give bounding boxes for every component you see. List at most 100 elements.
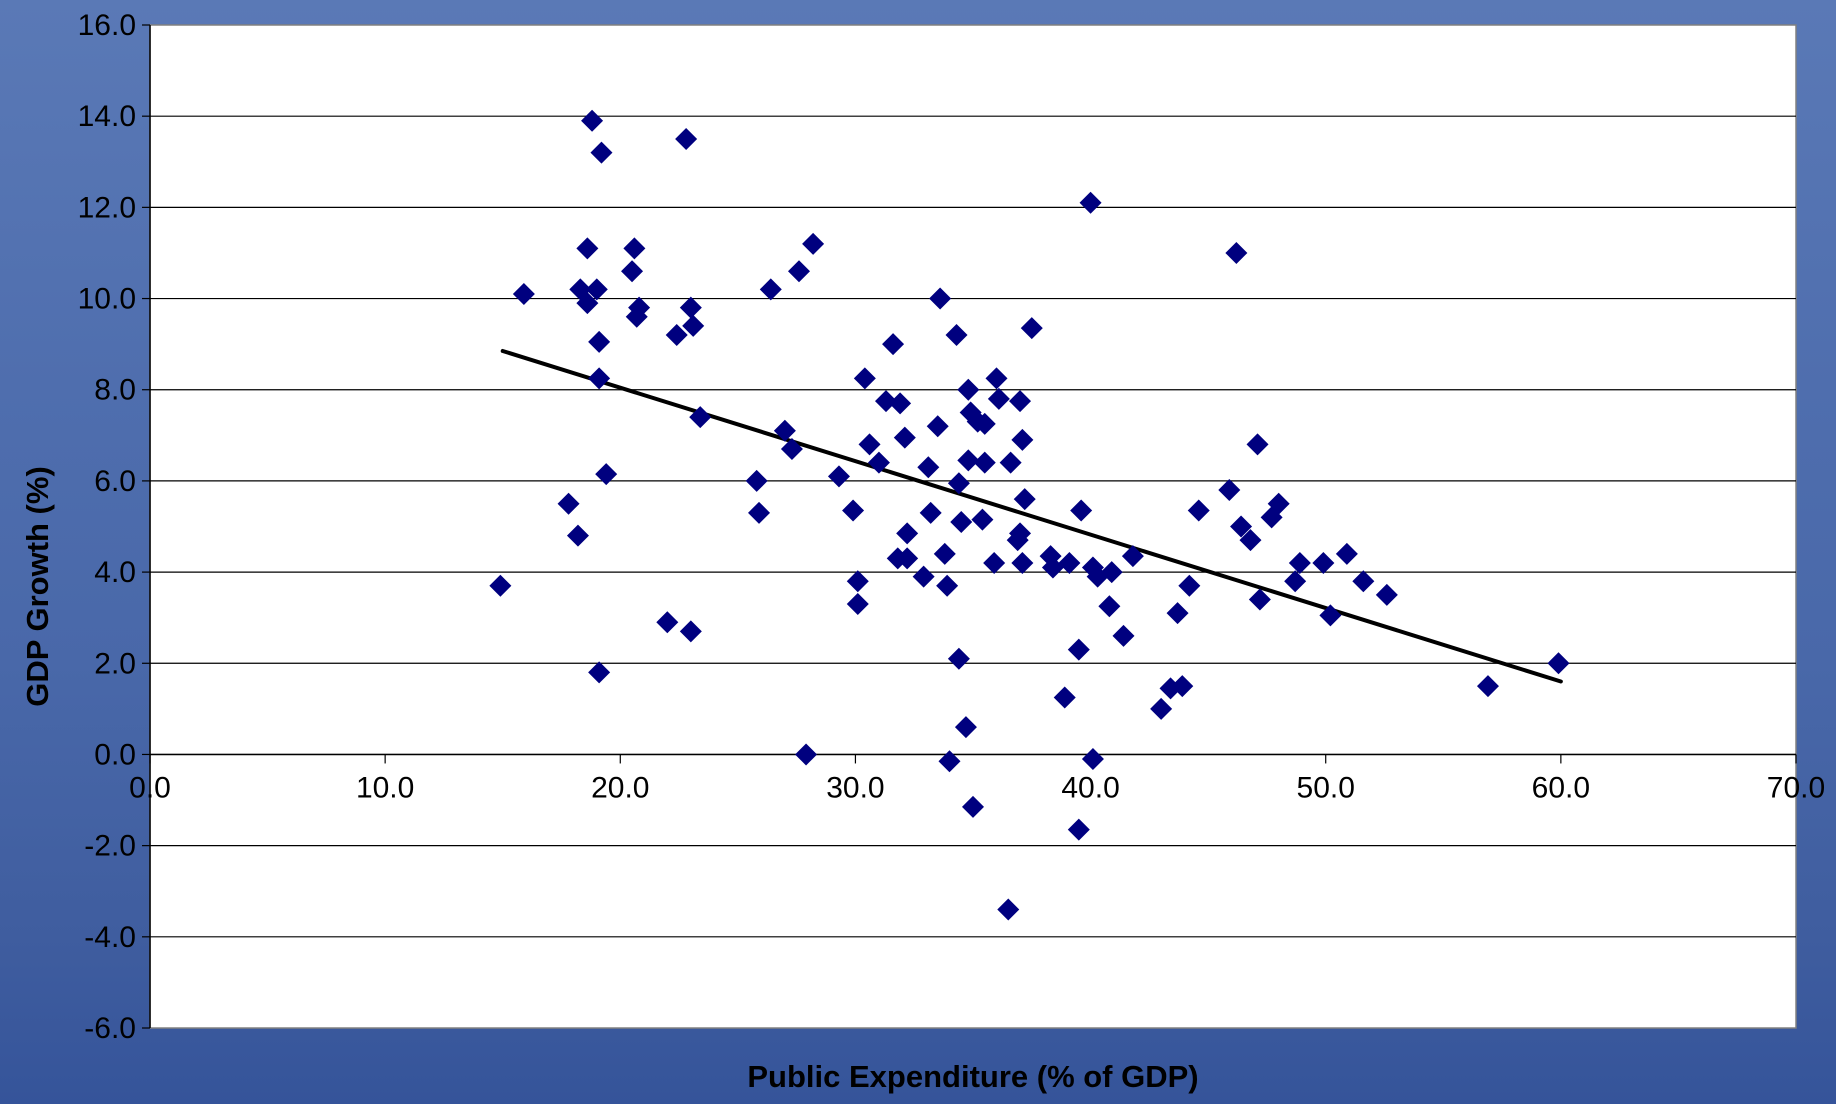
data-point	[1070, 499, 1093, 522]
data-point	[590, 141, 613, 164]
y-tick-label: 8.0	[94, 374, 136, 407]
data-point	[675, 127, 698, 150]
data-point	[1312, 551, 1335, 574]
data-point	[1375, 583, 1398, 606]
gridlines	[150, 115, 1796, 938]
data-point	[957, 378, 980, 401]
data-point	[748, 501, 771, 524]
data-point	[1011, 551, 1034, 574]
data-point	[628, 296, 651, 319]
data-point	[682, 314, 705, 337]
data-point	[997, 898, 1020, 921]
data-point	[679, 296, 702, 319]
data-point	[950, 510, 973, 533]
data-point	[489, 574, 512, 597]
plot-area	[149, 24, 1797, 1029]
data-point	[1150, 697, 1173, 720]
data-point	[1239, 529, 1262, 552]
data-point	[1112, 624, 1135, 647]
data-point	[919, 501, 942, 524]
x-tick-label: 10.0	[356, 771, 414, 804]
data-point	[1166, 602, 1189, 625]
data-point	[1121, 545, 1144, 568]
data-point	[1230, 515, 1253, 538]
data-point	[1319, 604, 1342, 627]
data-point	[1335, 542, 1358, 565]
data-point	[999, 451, 1022, 474]
y-tick-label: -6.0	[84, 1012, 136, 1045]
data-point	[853, 367, 876, 390]
data-point	[588, 330, 611, 353]
data-point	[795, 743, 818, 766]
data-point	[1011, 428, 1034, 451]
data-point	[929, 287, 952, 310]
data-point	[1098, 595, 1121, 618]
data-point	[665, 324, 688, 347]
data-point	[987, 387, 1010, 410]
data-point	[557, 492, 580, 515]
data-point	[759, 278, 782, 301]
data-point	[971, 508, 994, 531]
x-tick-label: 20.0	[591, 771, 649, 804]
data-point	[896, 547, 919, 570]
y-tick-label: 2.0	[94, 647, 136, 680]
data-points	[489, 109, 1570, 921]
data-point	[947, 472, 970, 495]
data-point	[1288, 551, 1311, 574]
data-point	[954, 716, 977, 739]
data-point	[1079, 191, 1102, 214]
data-point	[846, 570, 869, 593]
data-point	[656, 611, 679, 634]
data-point	[745, 469, 768, 492]
x-tick-label: 70.0	[1767, 771, 1825, 804]
data-point	[1067, 638, 1090, 661]
data-point	[889, 392, 912, 415]
data-point	[957, 449, 980, 472]
axes	[142, 24, 1797, 1029]
data-point	[947, 647, 970, 670]
y-tick-label: 12.0	[78, 191, 136, 224]
data-point	[926, 415, 949, 438]
data-point	[1009, 390, 1032, 413]
data-point	[933, 542, 956, 565]
data-point	[846, 593, 869, 616]
y-tick-label: 6.0	[94, 465, 136, 498]
data-point	[938, 750, 961, 773]
data-point	[1013, 488, 1036, 511]
data-point	[1267, 492, 1290, 515]
y-tick-label: 16.0	[78, 9, 136, 42]
x-axis-title: Public Expenditure (% of GDP)	[747, 1059, 1198, 1094]
data-point	[882, 333, 905, 356]
data-point	[1171, 675, 1194, 698]
data-point	[588, 661, 611, 684]
data-point	[1284, 570, 1307, 593]
y-tick-label: -2.0	[84, 830, 136, 863]
data-point	[576, 292, 599, 315]
data-point	[621, 260, 644, 283]
data-point	[1081, 748, 1104, 771]
data-point	[1260, 506, 1283, 529]
data-point	[912, 565, 935, 588]
data-point	[623, 237, 646, 260]
trendline	[500, 348, 1563, 684]
y-tick-label: 14.0	[78, 100, 136, 133]
data-point	[595, 463, 618, 486]
x-tick-label: 50.0	[1297, 771, 1355, 804]
data-point	[1246, 433, 1269, 456]
data-point	[973, 412, 996, 435]
y-tick-label: 0.0	[94, 738, 136, 771]
data-point	[983, 551, 1006, 574]
data-point	[679, 620, 702, 643]
data-point	[945, 324, 968, 347]
x-tick-label: 60.0	[1532, 771, 1590, 804]
tick-labels: 16.0 14.0 12.0 10.0 8.0 6.0 4.0 2.0 0.0 -2.0 -4.0 -…	[78, 9, 1826, 1045]
data-point	[773, 419, 796, 442]
data-point	[1067, 818, 1090, 841]
data-point	[1352, 570, 1375, 593]
data-point	[962, 795, 984, 818]
data-point	[1100, 561, 1123, 584]
data-point	[585, 278, 608, 301]
data-point	[1218, 479, 1241, 502]
data-point	[827, 465, 850, 488]
